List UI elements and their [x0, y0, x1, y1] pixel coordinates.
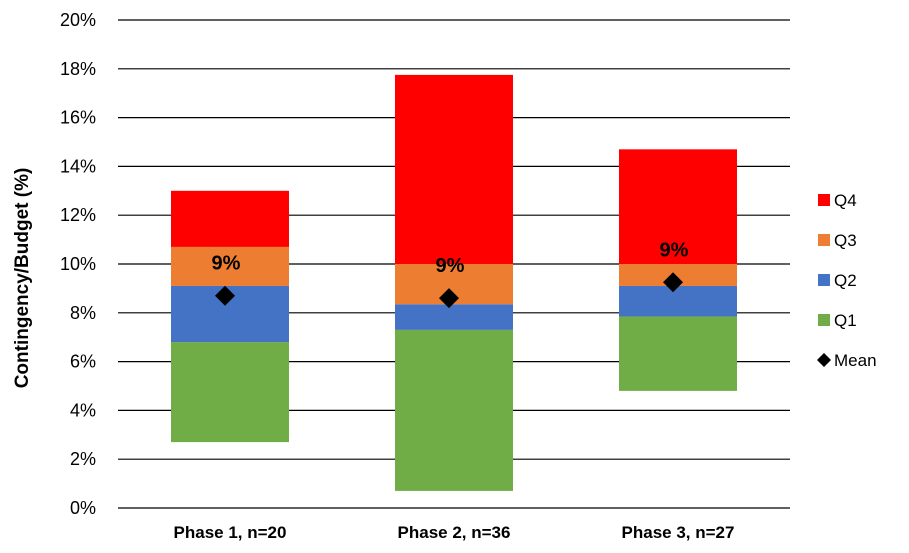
- legend-label: Q4: [834, 191, 857, 210]
- x-category-label: Phase 1, n=20: [174, 523, 287, 542]
- mean-marker: [663, 272, 683, 293]
- mean-data-label: 9%: [436, 255, 465, 277]
- y-tick-label: 8%: [70, 303, 96, 323]
- bar-segment-q2: [395, 304, 513, 330]
- y-axis-ticks: 0% 2% 4% 6% 8% 10% 12% 14% 16% 18% 20%: [60, 10, 96, 518]
- mean-markers: 9% 9% 9%: [212, 239, 689, 309]
- bar-segment-q1: [171, 342, 289, 443]
- legend-swatch-q4: [818, 194, 830, 206]
- legend-swatch-mean: [817, 353, 831, 367]
- legend-label: Q1: [834, 311, 857, 330]
- bar-segment-q1: [619, 316, 737, 391]
- y-tick-label: 12%: [60, 205, 96, 225]
- x-axis-categories: Phase 1, n=20 Phase 2, n=36 Phase 3, n=27: [174, 523, 735, 542]
- x-category-label: Phase 3, n=27: [622, 523, 735, 542]
- mean-data-label: 9%: [660, 239, 689, 261]
- legend-label: Mean: [834, 351, 877, 370]
- legend-swatch-q2: [818, 274, 830, 286]
- y-tick-label: 18%: [60, 59, 96, 79]
- legend: Q4 Q3 Q2 Q1 Mean: [817, 191, 877, 370]
- bar-segment-q4: [619, 149, 737, 264]
- mean-data-label: 9%: [212, 253, 241, 275]
- bars: [171, 74, 737, 491]
- legend-label: Q3: [834, 231, 857, 250]
- y-tick-label: 14%: [60, 156, 96, 176]
- y-tick-label: 0%: [70, 498, 96, 518]
- bar-segment-q2: [619, 285, 737, 317]
- legend-swatch-q3: [818, 234, 830, 246]
- x-category-label: Phase 2, n=36: [398, 523, 511, 542]
- y-tick-label: 20%: [60, 10, 96, 30]
- bar-segment-q3: [171, 246, 289, 286]
- y-tick-label: 10%: [60, 254, 96, 274]
- bar-segment-q4: [171, 190, 289, 247]
- y-tick-label: 2%: [70, 449, 96, 469]
- y-tick-label: 16%: [60, 108, 96, 128]
- y-axis-title: Contingency/Budget (%): [12, 168, 33, 389]
- legend-label: Q2: [834, 271, 857, 290]
- bar-segment-q1: [395, 329, 513, 491]
- mean-marker: [215, 285, 235, 306]
- bar-segment-q3: [619, 264, 737, 286]
- y-tick-label: 6%: [70, 352, 96, 372]
- y-tick-label: 4%: [70, 400, 96, 420]
- legend-swatch-q1: [818, 314, 830, 326]
- bar-segment-q4: [395, 74, 513, 265]
- mean-marker: [439, 288, 459, 309]
